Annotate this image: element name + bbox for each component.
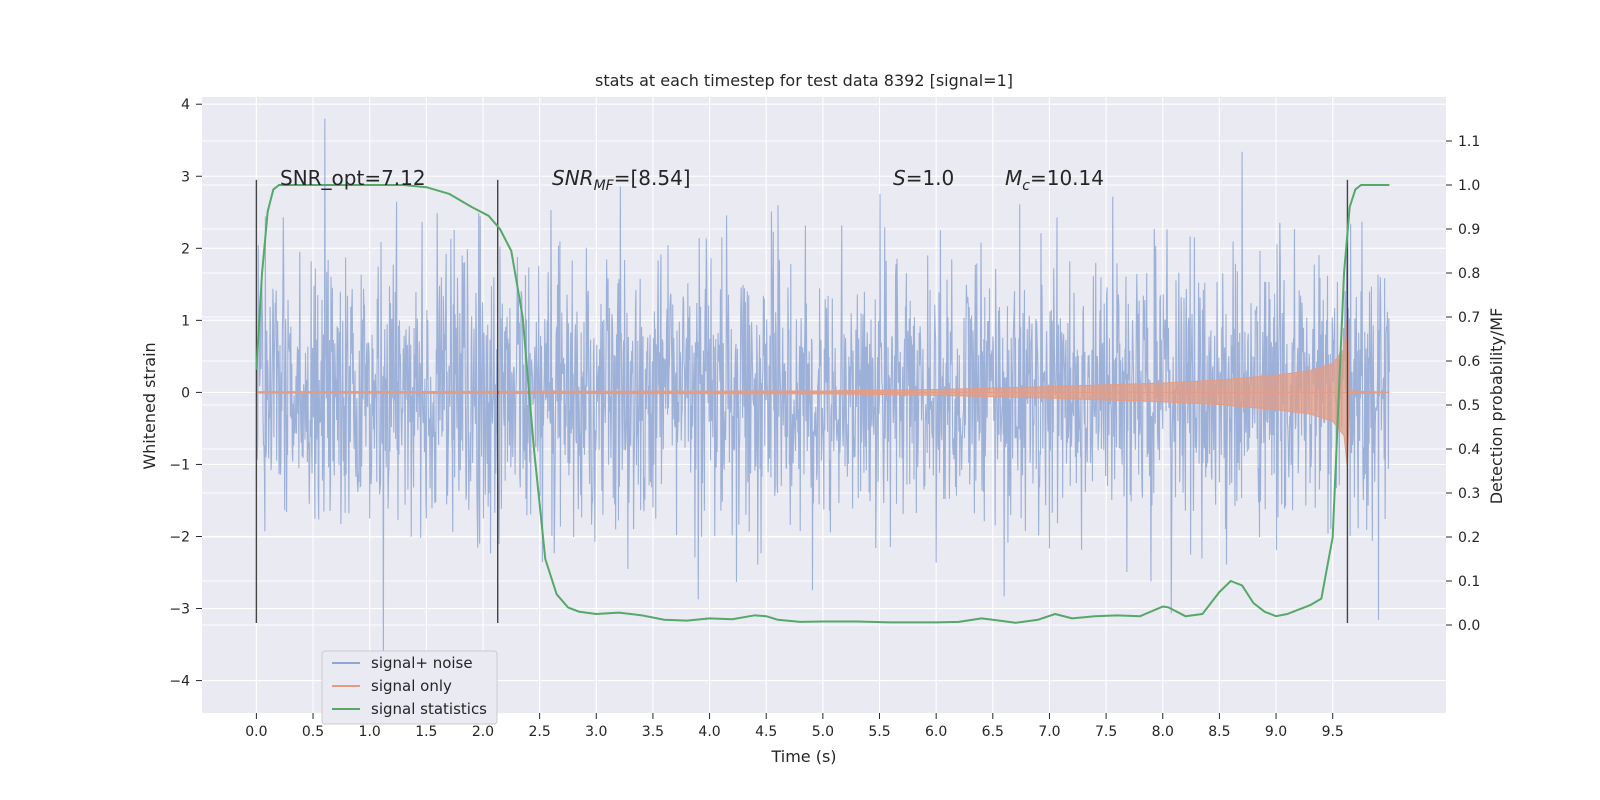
x-tick-label: 1.0 (359, 724, 381, 740)
x-tick-label: 7.0 (1038, 724, 1060, 740)
right-y-axis-label: Detection probability/MF (1487, 308, 1506, 505)
y-left-tick-label: −4 (169, 674, 190, 690)
x-tick-label: 9.0 (1265, 724, 1287, 740)
y-right-tick-label: 1.1 (1458, 134, 1480, 150)
snr-mf-annotation: SNRMF=[8.54] (552, 166, 691, 194)
x-tick-label: 1.5 (415, 724, 437, 740)
x-tick-label: 9.5 (1322, 724, 1344, 740)
y-right-tick-label: 0.4 (1458, 442, 1480, 458)
x-tick-label: 0.0 (245, 724, 267, 740)
legend-label-noise: signal+ noise (371, 654, 473, 672)
x-tick-label: 5.5 (868, 724, 890, 740)
y-right-tick-label: 0.1 (1458, 574, 1480, 590)
chart-title: stats at each timestep for test data 839… (595, 71, 1013, 90)
x-tick-label: 2.0 (472, 724, 494, 740)
y-right-tick-label: 0.3 (1458, 486, 1480, 502)
left-y-axis-ticks: 4 3 2 1 0 −1 −2 −3 −4 (169, 97, 202, 690)
y-left-tick-label: −3 (169, 602, 190, 618)
x-tick-label: 3.5 (642, 724, 664, 740)
y-right-tick-label: 0.0 (1458, 618, 1480, 634)
x-tick-label: 2.5 (528, 724, 550, 740)
x-tick-label: 8.5 (1208, 724, 1230, 740)
signal-statistics-series (255, 184, 1390, 624)
y-right-tick-label: 0.2 (1458, 530, 1480, 546)
y-left-tick-label: −2 (169, 529, 190, 545)
x-tick-label: 7.5 (1095, 724, 1117, 740)
x-tick-label: 4.0 (698, 724, 720, 740)
x-tick-label: 3.0 (585, 724, 607, 740)
y-right-tick-label: 0.7 (1458, 310, 1480, 326)
x-tick-label: 6.5 (982, 724, 1004, 740)
y-left-tick-label: 3 (181, 169, 190, 185)
x-tick-label: 4.5 (755, 724, 777, 740)
y-left-tick-label: 2 (181, 241, 190, 257)
mc-annotation: Mc=10.14 (1005, 166, 1104, 194)
y-left-tick-label: 0 (181, 385, 190, 401)
left-y-axis-label: Whitened strain (140, 342, 159, 469)
y-right-tick-label: 0.8 (1458, 266, 1480, 282)
right-y-axis-ticks: 1.1 1.0 0.9 0.8 0.7 0.6 0.5 0.4 0.3 0.2 0.1 0.0 (1446, 134, 1480, 634)
snr-opt-annotation: SNR_opt=7.12 (280, 166, 426, 190)
signal-statistics-line (255, 184, 1390, 624)
x-axis-label: Time (s) (770, 747, 836, 766)
legend-label-signal: signal only (371, 677, 452, 695)
y-left-tick-label: 1 (181, 313, 190, 329)
y-left-tick-label: 4 (181, 97, 190, 113)
noise-series (255, 118, 1390, 671)
vertical-markers (255, 179, 1349, 623)
legend: signal+ noise signal only signal statist… (321, 650, 498, 725)
x-tick-label: 5.0 (812, 724, 834, 740)
y-left-tick-label: −1 (169, 457, 190, 473)
x-tick-label: 6.0 (925, 724, 947, 740)
y-right-tick-label: 1.0 (1458, 178, 1480, 194)
legend-label-stats: signal statistics (371, 700, 487, 718)
y-right-tick-label: 0.6 (1458, 354, 1480, 370)
x-tick-label: 8.0 (1152, 724, 1174, 740)
legend-box (321, 650, 498, 725)
x-tick-label: 0.5 (302, 724, 324, 740)
signal-only-series (255, 318, 1390, 467)
s-annotation: S=1.0 (893, 166, 954, 190)
noise-trace (255, 118, 1390, 671)
y-right-tick-label: 0.5 (1458, 398, 1480, 414)
x-axis-ticks: 0.0 0.5 1.0 1.5 2.0 2.5 3.0 3.5 4.0 4.5 5.0 5.5 6.0 6… (245, 713, 1344, 740)
y-right-tick-label: 0.9 (1458, 222, 1480, 238)
